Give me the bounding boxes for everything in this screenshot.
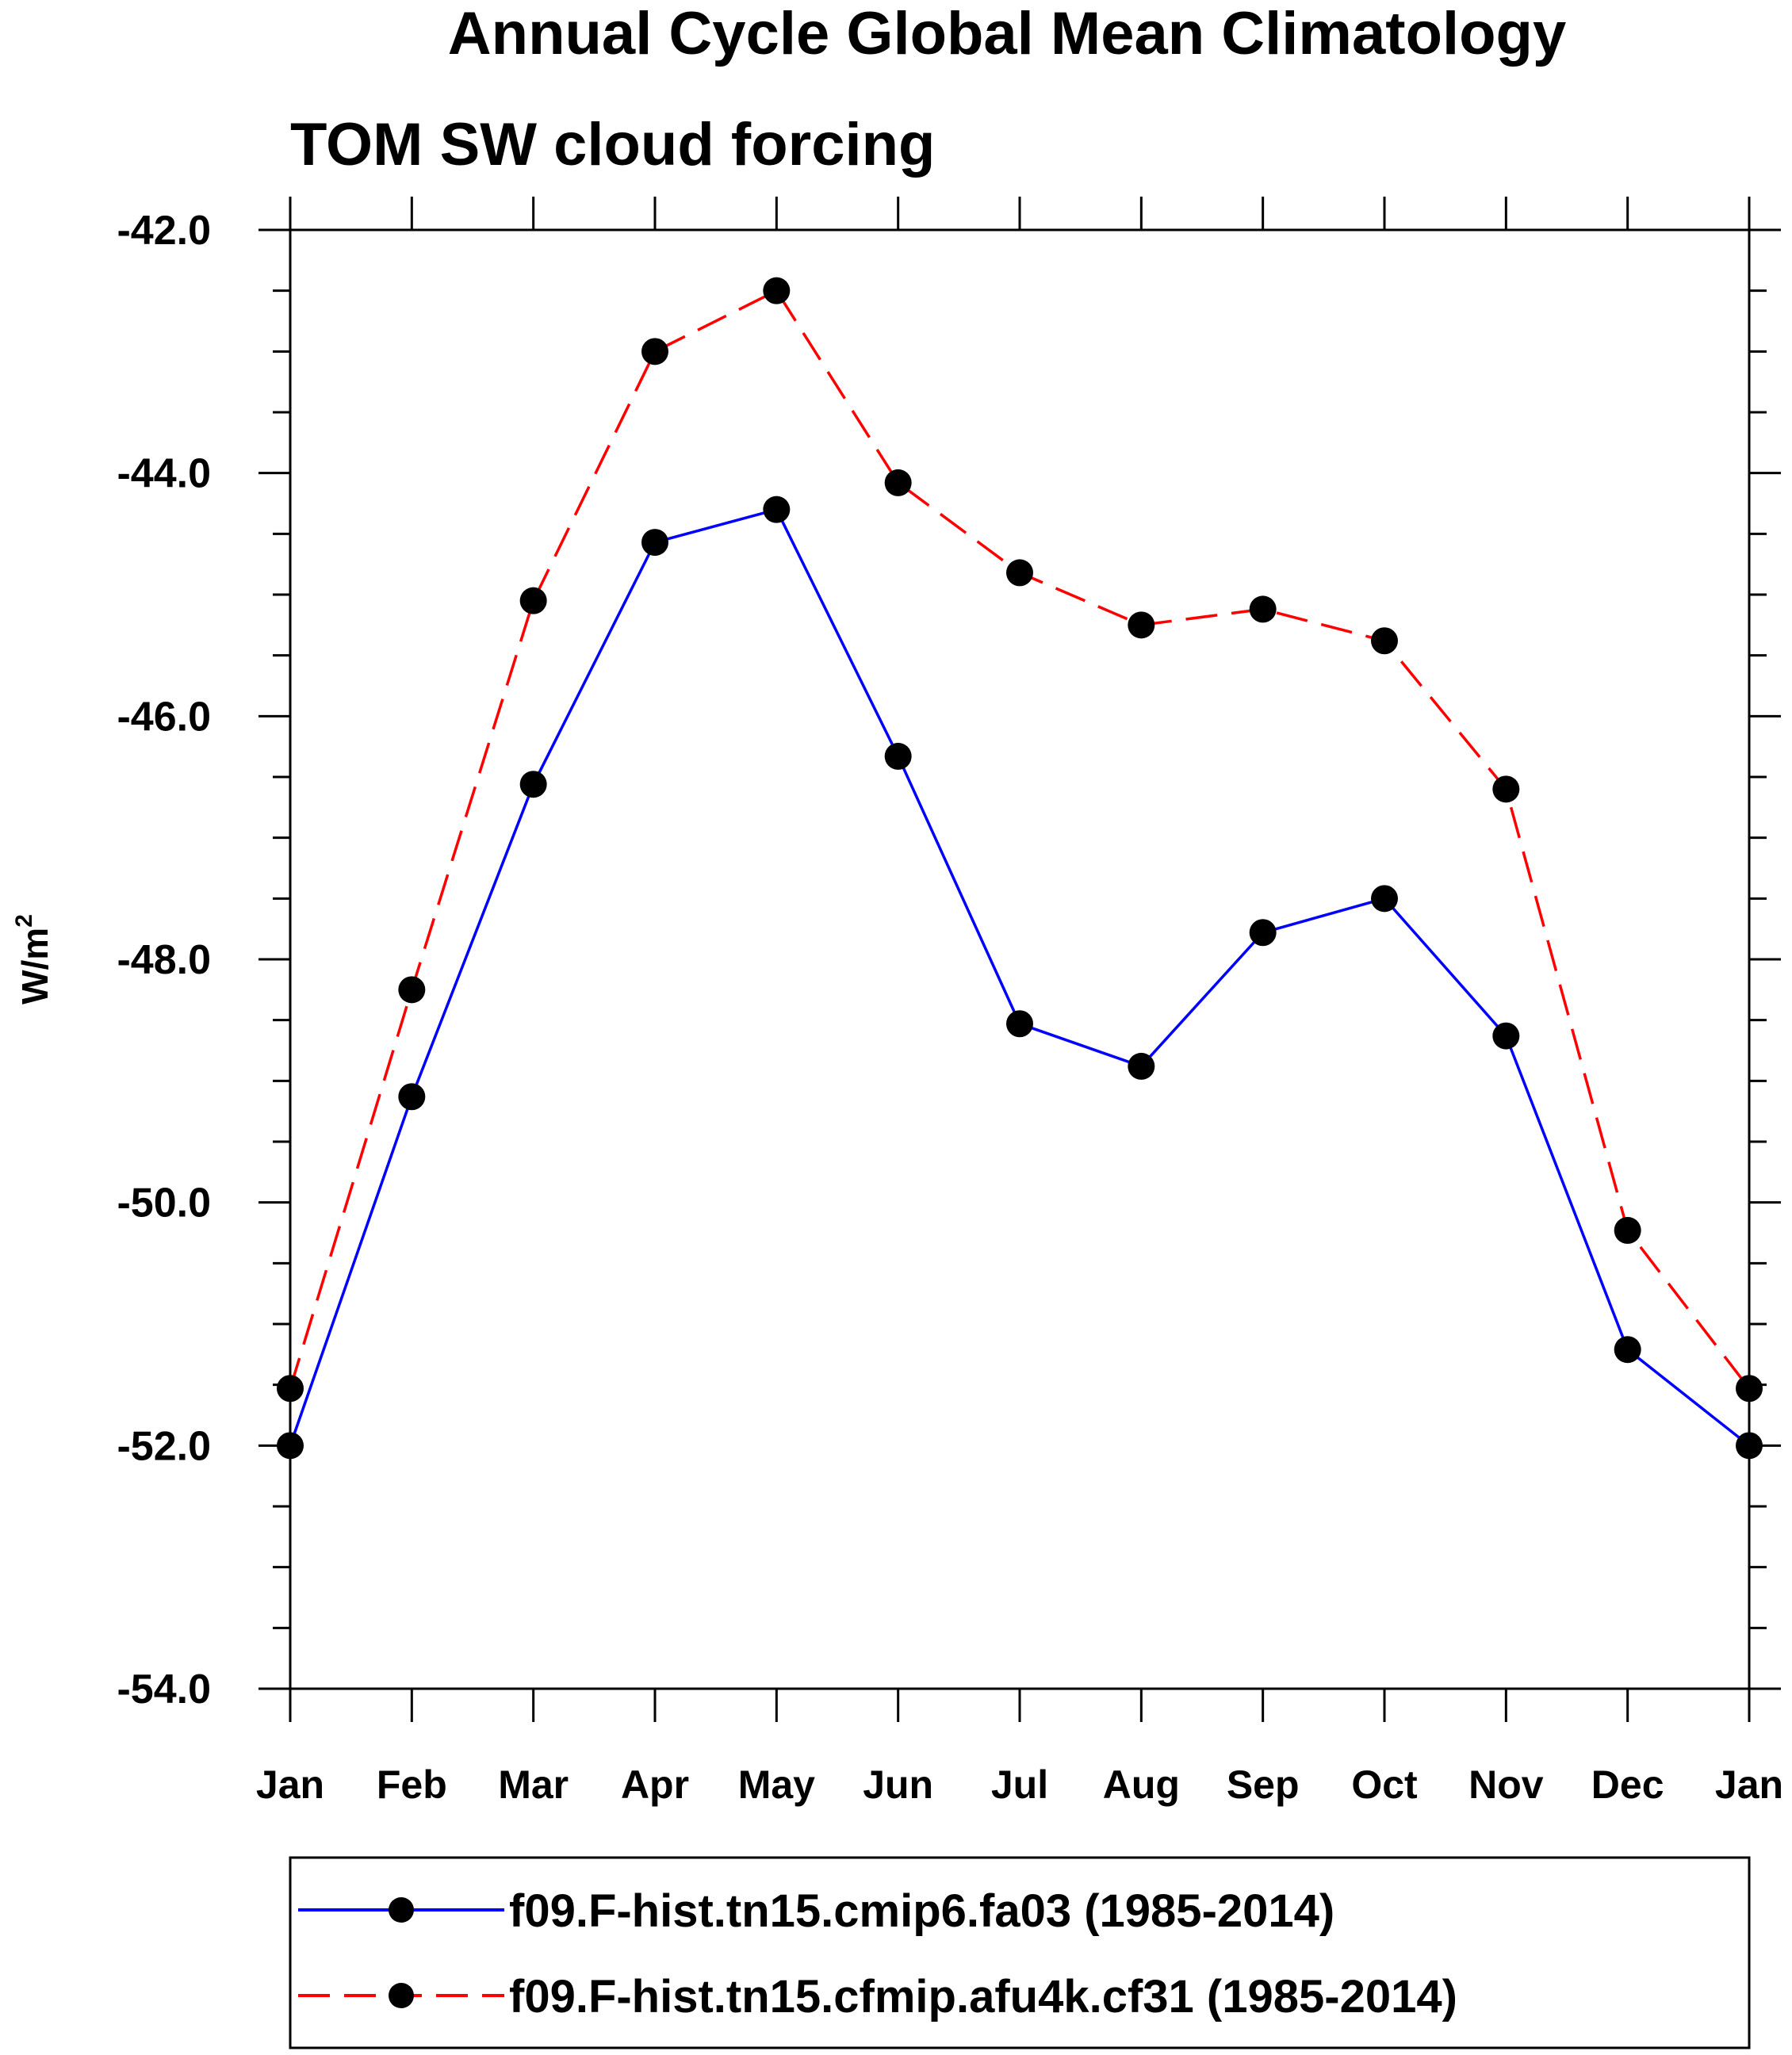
series-1-point [1371, 885, 1398, 913]
legend-label-series-2: f09.F-hist.tn15.cfmip.afu4k.cf31 (1985-2… [509, 1971, 1457, 2022]
x-tick-label: Jul [991, 1762, 1048, 1807]
y-tick-label: -54.0 [117, 1667, 211, 1712]
series-1-point [641, 529, 668, 557]
series-1-point [1614, 1336, 1641, 1364]
series-1-point [1492, 1022, 1520, 1050]
y-tick-label: -48.0 [117, 937, 211, 983]
legend-marker-series-1 [389, 1897, 414, 1923]
y-tick-labels: -42.0 -44.0 -46.0 -48.0 -50.0 -52.0 -54.0 [117, 208, 211, 1712]
series-1-point [1249, 919, 1277, 947]
y-tick-label: -44.0 [117, 451, 211, 497]
series-2-point [763, 277, 791, 304]
x-tick-labels: Jan Feb Mar Apr May Jun Jul Aug Sep Oct Nov Dec Jan [256, 1762, 1783, 1807]
x-tick-label: Mar [498, 1762, 569, 1807]
legend: f09.F-hist.tn15.cmip6.fa03 (1985-2014) f… [289, 1856, 1751, 2049]
series-2-point [1006, 559, 1033, 587]
series-1-point [519, 771, 547, 798]
series-2-point [1492, 775, 1520, 803]
legend-label-series-1: f09.F-hist.tn15.cmip6.fa03 (1985-2014) [509, 1885, 1334, 1937]
y-axis-label-exponent: 2 [11, 914, 37, 928]
series-1-point [884, 742, 912, 770]
legend-box [289, 1856, 1751, 2049]
series-1-point [763, 496, 791, 523]
x-tick-label: Oct [1351, 1762, 1418, 1807]
series-1-point [1128, 1052, 1155, 1080]
y-axis-label: W/m2 [11, 914, 56, 1005]
y-tick-label: -42.0 [117, 208, 211, 254]
series-markers [277, 277, 1763, 1460]
x-tick-label: Dec [1591, 1762, 1664, 1807]
x-tick-label: Jan [1715, 1762, 1783, 1807]
x-tick-label: Apr [621, 1762, 689, 1807]
chart-title: Annual Cycle Global Mean Climatology [448, 0, 1566, 67]
series-2-point [1614, 1216, 1641, 1244]
x-tick-label: May [738, 1762, 815, 1807]
series-2-point [519, 587, 547, 614]
y-tick-label: -46.0 [117, 694, 211, 740]
series-lines [289, 289, 1751, 1447]
series-2-point [641, 338, 668, 365]
series-2-point [1249, 595, 1277, 623]
series-2-point [884, 469, 912, 496]
series-line-1 [289, 507, 1751, 1447]
x-tick-label: Nov [1468, 1762, 1544, 1807]
series-2-point [1371, 627, 1398, 655]
y-tick-label: -52.0 [117, 1423, 211, 1469]
x-tick-label: Jan [256, 1762, 324, 1807]
x-tick-label: Feb [377, 1762, 447, 1807]
chart-subtitle: TOM SW cloud forcing [290, 111, 935, 178]
x-tick-label: Jun [863, 1762, 933, 1807]
x-tick-label: Aug [1103, 1762, 1180, 1807]
legend-marker-series-2 [389, 1983, 414, 2008]
series-1-point [1006, 1010, 1033, 1038]
y-axis-label-unit: W/m [14, 928, 56, 1005]
x-tick-label: Sep [1227, 1762, 1300, 1807]
series-line-2 [289, 289, 1751, 1390]
series-2-point [1128, 611, 1155, 639]
series-1-point [398, 1083, 426, 1111]
plot-frame [289, 228, 1751, 1690]
series-2-point [398, 976, 426, 1004]
y-tick-label: -50.0 [117, 1181, 211, 1226]
